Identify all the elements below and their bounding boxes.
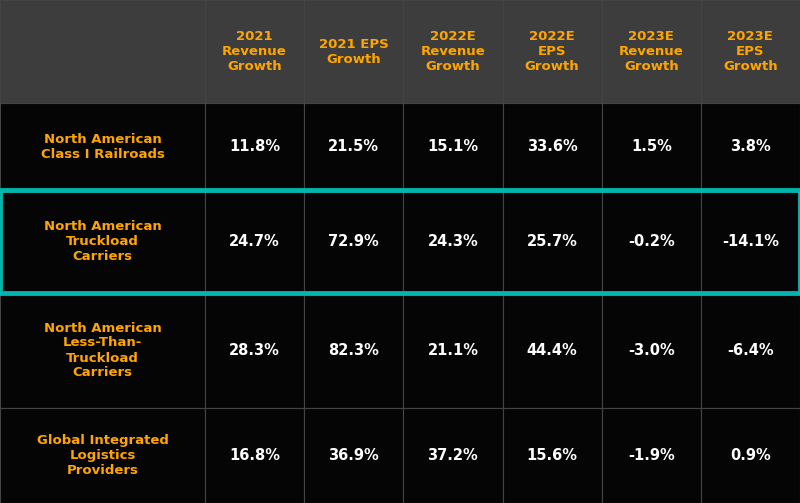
Bar (403, 408, 502, 503)
Text: 15.6%: 15.6% (526, 448, 578, 463)
Bar (602, 408, 701, 503)
Text: 21.5%: 21.5% (328, 139, 379, 154)
Text: North American
Class I Railroads: North American Class I Railroads (41, 132, 165, 160)
Text: 37.2%: 37.2% (427, 448, 478, 463)
Bar (403, 103, 502, 190)
Text: 28.3%: 28.3% (229, 343, 280, 358)
Text: 2021 EPS
Growth: 2021 EPS Growth (319, 38, 389, 65)
Text: 44.4%: 44.4% (526, 343, 578, 358)
Bar (701, 190, 800, 293)
Bar (304, 0, 403, 103)
Text: 82.3%: 82.3% (328, 343, 379, 358)
Bar (602, 0, 701, 103)
Text: 2023E
Revenue
Growth: 2023E Revenue Growth (619, 30, 684, 73)
Bar (502, 0, 602, 103)
Text: 2022E
Revenue
Growth: 2022E Revenue Growth (421, 30, 486, 73)
Bar (701, 0, 800, 103)
Bar (205, 0, 304, 103)
Text: -14.1%: -14.1% (722, 234, 779, 249)
Bar (602, 293, 701, 408)
Text: 15.1%: 15.1% (427, 139, 478, 154)
Bar (602, 190, 701, 293)
Bar (502, 293, 602, 408)
Text: 72.9%: 72.9% (328, 234, 379, 249)
Bar (0, 190, 205, 293)
Bar (0, 103, 205, 190)
Bar (502, 190, 602, 293)
Text: 36.9%: 36.9% (328, 448, 379, 463)
Text: 24.7%: 24.7% (230, 234, 280, 249)
Text: North American
Less-Than-
Truckload
Carriers: North American Less-Than- Truckload Carr… (44, 321, 162, 379)
Bar (304, 190, 403, 293)
Text: 2021
Revenue
Growth: 2021 Revenue Growth (222, 30, 287, 73)
Bar (304, 408, 403, 503)
Bar (0, 190, 800, 293)
Text: -3.0%: -3.0% (628, 343, 674, 358)
Bar (403, 190, 502, 293)
Text: 1.5%: 1.5% (631, 139, 672, 154)
Bar (403, 0, 502, 103)
Bar (403, 293, 502, 408)
Text: 3.8%: 3.8% (730, 139, 770, 154)
Bar (304, 103, 403, 190)
Text: 24.3%: 24.3% (427, 234, 478, 249)
Bar (502, 408, 602, 503)
Text: -0.2%: -0.2% (628, 234, 674, 249)
Text: Global Integrated
Logistics
Providers: Global Integrated Logistics Providers (37, 434, 169, 477)
Text: 21.1%: 21.1% (427, 343, 478, 358)
Bar (205, 408, 304, 503)
Text: 11.8%: 11.8% (229, 139, 280, 154)
Bar (701, 103, 800, 190)
Bar (205, 293, 304, 408)
Bar (502, 103, 602, 190)
Bar (0, 293, 205, 408)
Text: North American
Truckload
Carriers: North American Truckload Carriers (44, 220, 162, 263)
Bar (0, 0, 205, 103)
Text: 33.6%: 33.6% (526, 139, 578, 154)
Text: -6.4%: -6.4% (727, 343, 774, 358)
Text: 2022E
EPS
Growth: 2022E EPS Growth (525, 30, 579, 73)
Text: 0.9%: 0.9% (730, 448, 770, 463)
Bar (602, 103, 701, 190)
Bar (205, 190, 304, 293)
Bar (304, 293, 403, 408)
Text: 2023E
EPS
Growth: 2023E EPS Growth (723, 30, 778, 73)
Text: 25.7%: 25.7% (526, 234, 578, 249)
Bar (205, 103, 304, 190)
Bar (701, 408, 800, 503)
Bar (0, 408, 205, 503)
Text: 16.8%: 16.8% (229, 448, 280, 463)
Bar (701, 293, 800, 408)
Text: -1.9%: -1.9% (628, 448, 674, 463)
